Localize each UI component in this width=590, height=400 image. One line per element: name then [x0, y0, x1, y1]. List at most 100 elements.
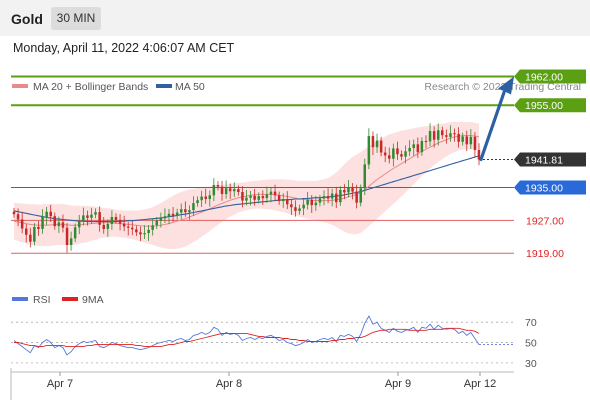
candle-body	[33, 226, 36, 242]
candle-body	[61, 222, 65, 228]
candle-body	[449, 133, 452, 137]
candle-body	[106, 224, 110, 229]
candle-body	[208, 195, 211, 199]
candle-body	[306, 199, 309, 205]
candle-body	[347, 187, 350, 193]
candle-body	[163, 216, 167, 219]
candle-body	[131, 227, 134, 230]
candle-body	[237, 189, 240, 192]
candle-body	[212, 185, 216, 196]
candle-body	[143, 233, 146, 235]
candle-body	[416, 144, 420, 153]
candle-body	[335, 193, 338, 203]
candle-body	[171, 213, 175, 216]
level-label-pivot: 1935.00	[525, 182, 563, 194]
candle-body	[282, 199, 285, 202]
candle-body	[188, 210, 191, 213]
candle-body	[453, 133, 456, 135]
candle-body	[151, 225, 154, 230]
candle-body	[477, 150, 481, 160]
candle-body	[25, 228, 28, 235]
candle-body	[294, 207, 297, 211]
candle-body	[298, 208, 301, 211]
candle-body	[269, 191, 273, 195]
rsi-tick-label: 30	[525, 358, 537, 370]
candle-body	[314, 202, 318, 206]
ma9-legend-label: 9MA	[82, 294, 104, 306]
candle-body	[49, 211, 52, 217]
candle-body	[290, 204, 293, 208]
candle-body	[12, 211, 16, 215]
candle-body	[224, 188, 228, 195]
candle-body	[473, 136, 477, 151]
candle-body	[273, 191, 277, 196]
candle-body	[73, 227, 77, 239]
candle-body	[118, 219, 122, 224]
candle-body	[310, 199, 313, 206]
candle-body	[127, 226, 130, 228]
level-label-resistance: 1955.00	[525, 100, 563, 112]
instrument-title: Gold	[11, 11, 43, 27]
candle-body	[461, 136, 464, 142]
forecast-arrow-shaft	[479, 90, 506, 162]
ma50-legend-swatch	[156, 84, 172, 88]
candle-body	[159, 218, 163, 221]
ma9-legend-swatch	[62, 297, 78, 301]
x-tick-label: Apr 8	[216, 378, 242, 390]
candle-body	[326, 196, 330, 199]
candle-body	[339, 189, 342, 203]
candle-body	[65, 227, 69, 245]
candle-body	[245, 197, 248, 201]
candle-body	[155, 220, 158, 226]
x-tick-label: Apr 9	[385, 378, 411, 390]
candle-body	[220, 186, 224, 194]
candle-body	[94, 212, 97, 215]
candle-body	[114, 217, 118, 220]
candle-body	[135, 229, 138, 233]
candle-body	[469, 136, 473, 145]
timeframe-button[interactable]: 30 MIN	[51, 7, 101, 30]
candle-body	[400, 154, 403, 157]
candle-body	[82, 215, 85, 221]
forecast-arrow-head	[498, 76, 514, 95]
candle-body	[404, 151, 407, 157]
ma20-legend-swatch	[12, 84, 28, 88]
candle-body	[90, 214, 93, 218]
candle-body	[53, 216, 56, 227]
candle-body	[420, 141, 424, 153]
candle-body	[233, 189, 236, 192]
candle-body	[428, 131, 432, 142]
level-label-resistance: 1962.00	[525, 71, 563, 83]
candle-body	[396, 148, 399, 155]
candle-body	[147, 229, 150, 234]
candle-body	[392, 148, 395, 159]
candle-body	[330, 193, 334, 199]
rsi-line	[13, 315, 480, 356]
candle-body	[253, 195, 256, 200]
rsi-ma-line	[14, 327, 480, 348]
candle-body	[388, 155, 391, 159]
candle-body	[184, 209, 187, 213]
candle-body	[98, 212, 101, 225]
candle-body	[412, 144, 415, 148]
candle-body	[318, 198, 322, 203]
candle-body	[383, 152, 387, 156]
candle-body	[424, 141, 428, 142]
candle-body	[175, 212, 179, 216]
candle-body	[363, 164, 366, 189]
candle-body	[167, 213, 171, 217]
candle-body	[41, 217, 44, 229]
candle-body	[200, 196, 203, 201]
candle-body	[57, 222, 61, 227]
ma50-legend-label: MA 50	[175, 81, 205, 93]
candle-body	[343, 189, 346, 193]
candle-body	[408, 148, 411, 152]
rsi-legend-label: RSI	[33, 294, 51, 306]
candle-body	[192, 203, 195, 211]
candle-body	[110, 217, 114, 224]
candle-body	[302, 204, 305, 209]
candle-body	[257, 196, 260, 200]
candle-body	[437, 130, 440, 140]
candle-body	[228, 188, 232, 192]
candle-body	[204, 196, 207, 199]
